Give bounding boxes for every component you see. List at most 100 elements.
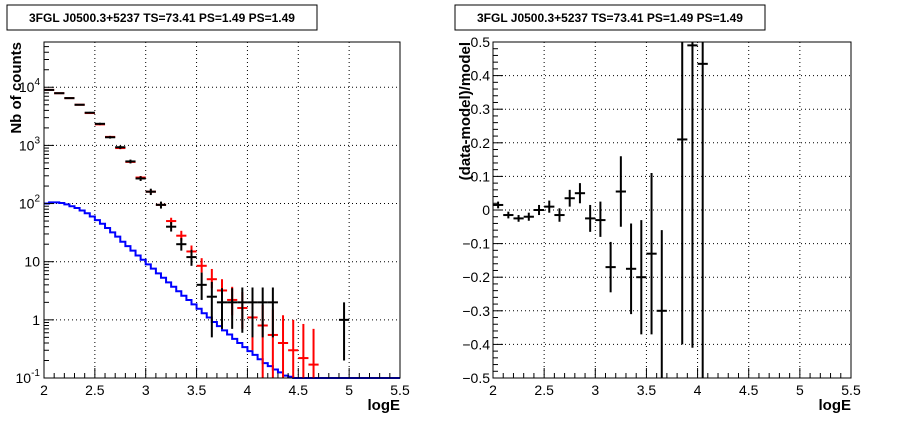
- counts-data-point: [54, 92, 65, 95]
- residual-point: [677, 42, 688, 345]
- counts-panel: 3FGL J0500.3+5237 TS=73.41 PS=1.49 PS=1.…: [6, 4, 410, 414]
- residual-ytick-label: −0.2: [462, 269, 490, 285]
- counts-ylabel: Nb of counts: [8, 42, 25, 134]
- counts-model-step: [44, 201, 400, 379]
- residual-point: [625, 223, 637, 315]
- counts-data-point: [196, 272, 207, 300]
- residual-xtick-label: 3.5: [637, 382, 657, 398]
- counts-data-point: [135, 176, 146, 181]
- residual-point: [636, 220, 647, 335]
- counts-xtick-label: 5.5: [390, 382, 410, 398]
- counts-model-total: [44, 88, 319, 378]
- residual-point: [697, 42, 708, 378]
- counts-data-point: [227, 288, 238, 329]
- counts-axes: 2 2.5 3 3.5 4 4.5 5 5.5 10-1 1 10 102 103 104: [16, 41, 410, 398]
- counts-xtick-label: 3.5: [187, 382, 207, 398]
- counts-data-point: [115, 145, 126, 149]
- residual-panel: 3FGL J0500.3+5237 TS=73.41 PS=1.49 PS=1.…: [454, 4, 861, 414]
- residual-xtick-label: 2.5: [534, 382, 554, 398]
- residual-ytick-label: 0.3: [471, 101, 491, 117]
- residual-point: [503, 211, 514, 219]
- residual-point: [615, 156, 626, 227]
- counts-data-point: [155, 201, 167, 209]
- counts-data: [44, 88, 350, 361]
- counts-data-point: [216, 288, 228, 329]
- counts-data-point: [338, 302, 350, 361]
- residual-point: [656, 230, 667, 378]
- residual-point: [564, 189, 575, 207]
- residual-ytick-label: 0.5: [471, 34, 491, 50]
- residual-xtick-label: 5: [796, 382, 804, 398]
- counts-title-box: [6, 4, 318, 31]
- counts-model-point: [308, 328, 319, 378]
- residual-point: [523, 212, 534, 221]
- counts-data-point: [237, 287, 248, 333]
- counts-data-point: [267, 287, 278, 338]
- counts-model-point: [277, 315, 289, 378]
- residual-point: [554, 208, 565, 222]
- residual-xtick-label: 4: [694, 382, 702, 398]
- residual-point: [605, 241, 616, 293]
- counts-ytick-label: 103: [19, 135, 41, 153]
- counts-xtick-label: 3: [142, 382, 150, 398]
- residual-ytick-label: 0.2: [471, 135, 491, 151]
- residual-point: [595, 201, 606, 237]
- residual-point: [544, 200, 555, 213]
- counts-model-point: [196, 258, 207, 273]
- counts-xtick-label: 4.5: [289, 382, 309, 398]
- residual-ytick-label: 0.4: [471, 68, 491, 84]
- residual-ytick-label: 0.1: [471, 168, 491, 184]
- residual-point: [533, 204, 545, 216]
- counts-title: 3FGL J0500.3+5237 TS=73.41 PS=1.49 PS=1.…: [29, 11, 295, 25]
- residual-xtick-label: 2: [489, 382, 497, 398]
- counts-data-point: [94, 122, 106, 125]
- counts-xlabel: logE: [368, 397, 401, 414]
- residual-title-box: [454, 4, 766, 31]
- residual-point: [585, 204, 596, 232]
- residual-ytick-label: −0.5: [462, 370, 490, 386]
- counts-xtick-label: 2.5: [85, 382, 105, 398]
- counts-ytick-label: 104: [19, 77, 41, 95]
- counts-data-point: [105, 136, 116, 139]
- counts-ytick-label: 10-1: [16, 368, 41, 386]
- counts-data-point: [206, 281, 217, 338]
- residual-point: [513, 215, 524, 222]
- residual-point: [493, 201, 504, 209]
- counts-data-point: [64, 97, 75, 100]
- counts-data-point: [257, 287, 268, 338]
- residual-point: [687, 42, 698, 348]
- counts-data-point: [186, 249, 197, 266]
- residual-title: 3FGL J0500.3+5237 TS=73.41 PS=1.49 PS=1.…: [477, 11, 743, 25]
- counts-data-point: [145, 188, 156, 196]
- counts-model-point: [298, 323, 309, 378]
- counts-ytick-label: 1: [32, 312, 40, 328]
- residual-ytick-label: −0.1: [462, 236, 490, 252]
- residual-ytick-label: −0.4: [462, 336, 490, 352]
- counts-xtick-label: 2: [40, 382, 48, 398]
- residual-xtick-label: 4.5: [739, 382, 759, 398]
- residual-ylabel: (data-model)/model: [457, 42, 474, 180]
- residual-xtick-label: 3: [591, 382, 599, 398]
- residual-xlabel: logE: [819, 397, 852, 414]
- counts-ytick-label: 10: [24, 254, 40, 270]
- residual-point: [574, 183, 586, 204]
- counts-data-point: [166, 222, 177, 232]
- counts-data-point: [125, 159, 136, 164]
- counts-ytick-label: 102: [19, 194, 41, 212]
- counts-model-step-line: [44, 201, 400, 379]
- residual-point: [646, 173, 657, 335]
- residual-ytick-label: −0.3: [462, 303, 490, 319]
- counts-data-point: [247, 287, 258, 338]
- counts-data-point: [84, 111, 95, 114]
- counts-xtick-label: 4: [244, 382, 252, 398]
- counts-xtick-label: 5: [345, 382, 353, 398]
- counts-frame: [43, 41, 401, 379]
- residual-ytick-label: 0: [482, 202, 490, 218]
- residual-grid: [492, 41, 852, 379]
- counts-model-point: [288, 319, 299, 378]
- counts-data-point: [74, 103, 85, 106]
- residual-xtick-label: 5.5: [841, 382, 861, 398]
- residual-axes: 2 2.5 3 3.5 4 4.5 5 5.5 −0.5 −0.4 −0.3 −0.2 −0.1 0 0.1…: [462, 34, 861, 398]
- counts-data-point: [176, 238, 187, 251]
